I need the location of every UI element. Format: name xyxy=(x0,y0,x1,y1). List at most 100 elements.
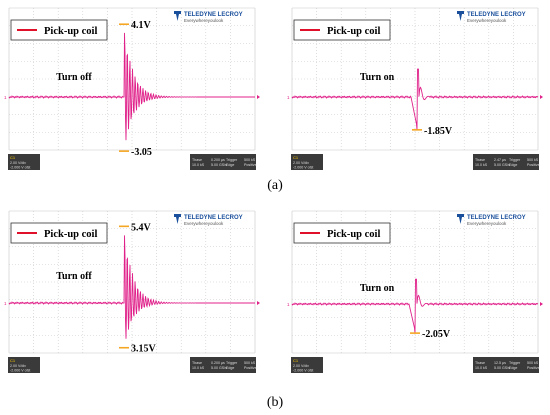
chart-b-right-legend: Pick-up coil xyxy=(293,222,391,244)
chart-a-right-annotations: -1.85V xyxy=(412,126,453,137)
chart-b-right-timebase-field: 500 kS xyxy=(527,361,539,365)
chart-a-right-timebase-field: 5.00 GS/s xyxy=(494,163,510,167)
chart-b-left-waveform-trace xyxy=(8,235,255,339)
scope-panel-b-right: TELEDYNE LECROY Everywhereyoulook Pick-up … xyxy=(287,203,543,379)
chart-b-right-timebase-field: Tbase xyxy=(475,361,485,365)
chart-a-right-channel-vdiv: 2.00 V/div xyxy=(293,161,309,165)
chart-b-left-timebase-box xyxy=(190,357,256,373)
chart-b-left-legend: Pick-up coil xyxy=(10,222,108,244)
chart-a-right-timebase-field: Tbase xyxy=(475,158,485,162)
chart-a-left-channel-name: C1 xyxy=(10,155,16,160)
chart-a-left-timebase-field: Edge xyxy=(226,163,234,167)
chart-b-right-legend-box xyxy=(293,222,391,244)
chart-b-left-channel-name: C1 xyxy=(10,358,16,363)
chart-b-right-timebase-field: 5.00 GS/s xyxy=(494,366,510,370)
chart-a-left-legend-label: Pick-up coil xyxy=(44,26,97,37)
chart-a-right-channel-marker: 1 xyxy=(287,95,290,100)
chart-b-left-event-label: Turn off xyxy=(56,271,92,282)
chart-b-left-timebase-field: Positive xyxy=(244,366,257,370)
chart-b-left-legend-label: Pick-up coil xyxy=(44,229,97,240)
chart-b-left-timebase-field: 500 kS xyxy=(244,361,256,365)
chart-b-right-timebase-field: 12.5 µs xyxy=(494,361,506,365)
chart-b-right-channel-marker: 1 xyxy=(287,302,290,307)
chart-b-right-brand-tagline: Everywhereyoulook xyxy=(467,221,507,226)
chart-b-right-annotation-label-0: -2.05V xyxy=(422,329,451,340)
chart-b-right-channel-name: C1 xyxy=(293,358,299,363)
chart-b-right-brand-name: TELEDYNE LECROY xyxy=(467,215,526,221)
chart-a-left-trigger-level-marker xyxy=(257,95,260,99)
chart-b-left-channel-offset: -2.000 V ofst xyxy=(10,369,30,373)
chart-a-left-event-label: Turn off xyxy=(56,72,92,83)
chart-a-left-legend-box xyxy=(10,19,108,41)
chart-a-right-channel-box xyxy=(291,154,323,170)
chart-b-right-trigger-level-marker xyxy=(540,302,543,306)
chart-b-left-legend-box xyxy=(10,222,108,244)
panel-label-a: (a) xyxy=(267,178,283,193)
chart-a-left-timebase-field: 500 kS xyxy=(244,158,256,162)
scope-panel-a-right: TELEDYNE LECROY Everywhereyoulook Pick-up … xyxy=(287,0,543,176)
chart-a-right-brand-icon xyxy=(457,11,464,21)
chart-a-right-event-label: Turn on xyxy=(360,72,395,83)
chart-b-right-timebase-box xyxy=(473,357,539,373)
chart-b-left-timebase-field: 0.200 µs xyxy=(211,361,225,365)
chart-a-left-channel-marker: 1 xyxy=(4,95,7,100)
chart-a-right-timebase-field: Edge xyxy=(509,163,517,167)
chart-b-left-status-bar: C12.00 V/div-2.000 V ofst Tbase 0.200 µs Tr… xyxy=(8,357,257,373)
chart-a-left-channel-box xyxy=(8,154,40,170)
chart-a-right-timebase-box xyxy=(473,154,539,170)
chart-b-right-channel-box xyxy=(291,357,323,373)
chart-a-right-trigger-level-marker xyxy=(540,95,543,99)
chart-a-right-legend: Pick-up coil xyxy=(293,19,391,41)
chart-a-left-annotations: 4.1V -3.05 xyxy=(119,20,152,158)
chart-a-left-annotation-label-0: 4.1V xyxy=(131,20,152,31)
chart-b-left-channel-box xyxy=(8,357,40,373)
chart-a-left-brand-icon xyxy=(174,11,181,21)
chart-b-left-channel-marker: 1 xyxy=(4,301,7,306)
chart-b-left-brand-name: TELEDYNE LECROY xyxy=(184,215,243,221)
chart-a-right-brand-name: TELEDYNE LECROY xyxy=(467,12,526,18)
chart-a-right-timebase-field: 2.47 µs xyxy=(494,158,506,162)
chart-a-right-timebase-field: 10.0 kS xyxy=(475,163,488,167)
chart-b-right-timebase-field: Edge xyxy=(509,366,517,370)
chart-b-left-annotation-label-0: 5.4V xyxy=(131,222,152,233)
chart-b-left-timebase-field: Tbase xyxy=(192,361,202,365)
chart-b-right-channel-vdiv: 2.00 V/div xyxy=(293,364,309,368)
chart-a-right-legend-label: Pick-up coil xyxy=(327,26,380,37)
chart-a-left-timebase-field: Trigger xyxy=(226,158,238,162)
chart-a-right-channel-offset: -2.000 V ofst xyxy=(293,166,313,170)
chart-a-right-legend-box xyxy=(293,19,391,41)
chart-b-right-timebase-field: Trigger xyxy=(509,361,521,365)
chart-a-left-timebase-box xyxy=(190,154,256,170)
chart-a-left-timebase-field: 10.0 kS xyxy=(192,163,205,167)
panel-label-b: (b) xyxy=(266,395,284,410)
scope-panel-a-left: TELEDYNE LECROY Everywhereyoulook Pick-up … xyxy=(4,0,260,176)
chart-b-left-annotations: 5.4V 3.15V xyxy=(119,222,157,355)
chart-a-right-brand-tagline: Everywhereyoulook xyxy=(467,18,507,23)
chart-b-left-timebase-field: 5.00 GS/s xyxy=(211,366,227,370)
chart-a-left-brand-name: TELEDYNE LECROY xyxy=(184,12,243,18)
chart-a-left-waveform-trace xyxy=(8,32,255,141)
chart-a-left-status-bar: C12.00 V/div-2.000 V ofst Tbase 0.200 µs Tr… xyxy=(8,154,257,170)
chart-a-left-channel-vdiv: 2.00 V/div xyxy=(10,161,26,165)
chart-b-right-channel-offset: -2.000 V ofst xyxy=(293,369,313,373)
chart-a-left-legend: Pick-up coil xyxy=(10,19,108,41)
chart-a-right-timebase-field: Positive xyxy=(527,163,540,167)
chart-a-left-timebase-field: 5.00 GS/s xyxy=(211,163,227,167)
chart-b-left-channel-vdiv: 2.00 V/div xyxy=(10,364,26,368)
chart-a-left-timebase-field: Tbase xyxy=(192,158,202,162)
chart-a-right-timebase-field: Trigger xyxy=(509,158,521,162)
chart-a-left-timebase-field: Positive xyxy=(244,163,257,167)
chart-a-right-timebase-field: 500 kS xyxy=(527,158,539,162)
chart-a-left-timebase-field: 0.200 µs xyxy=(211,158,225,162)
chart-b-left-timebase-field: Edge xyxy=(226,366,234,370)
chart-b-right-timebase-field: Positive xyxy=(527,366,540,370)
chart-b-left-annotation-label-1: 3.15V xyxy=(131,344,157,355)
